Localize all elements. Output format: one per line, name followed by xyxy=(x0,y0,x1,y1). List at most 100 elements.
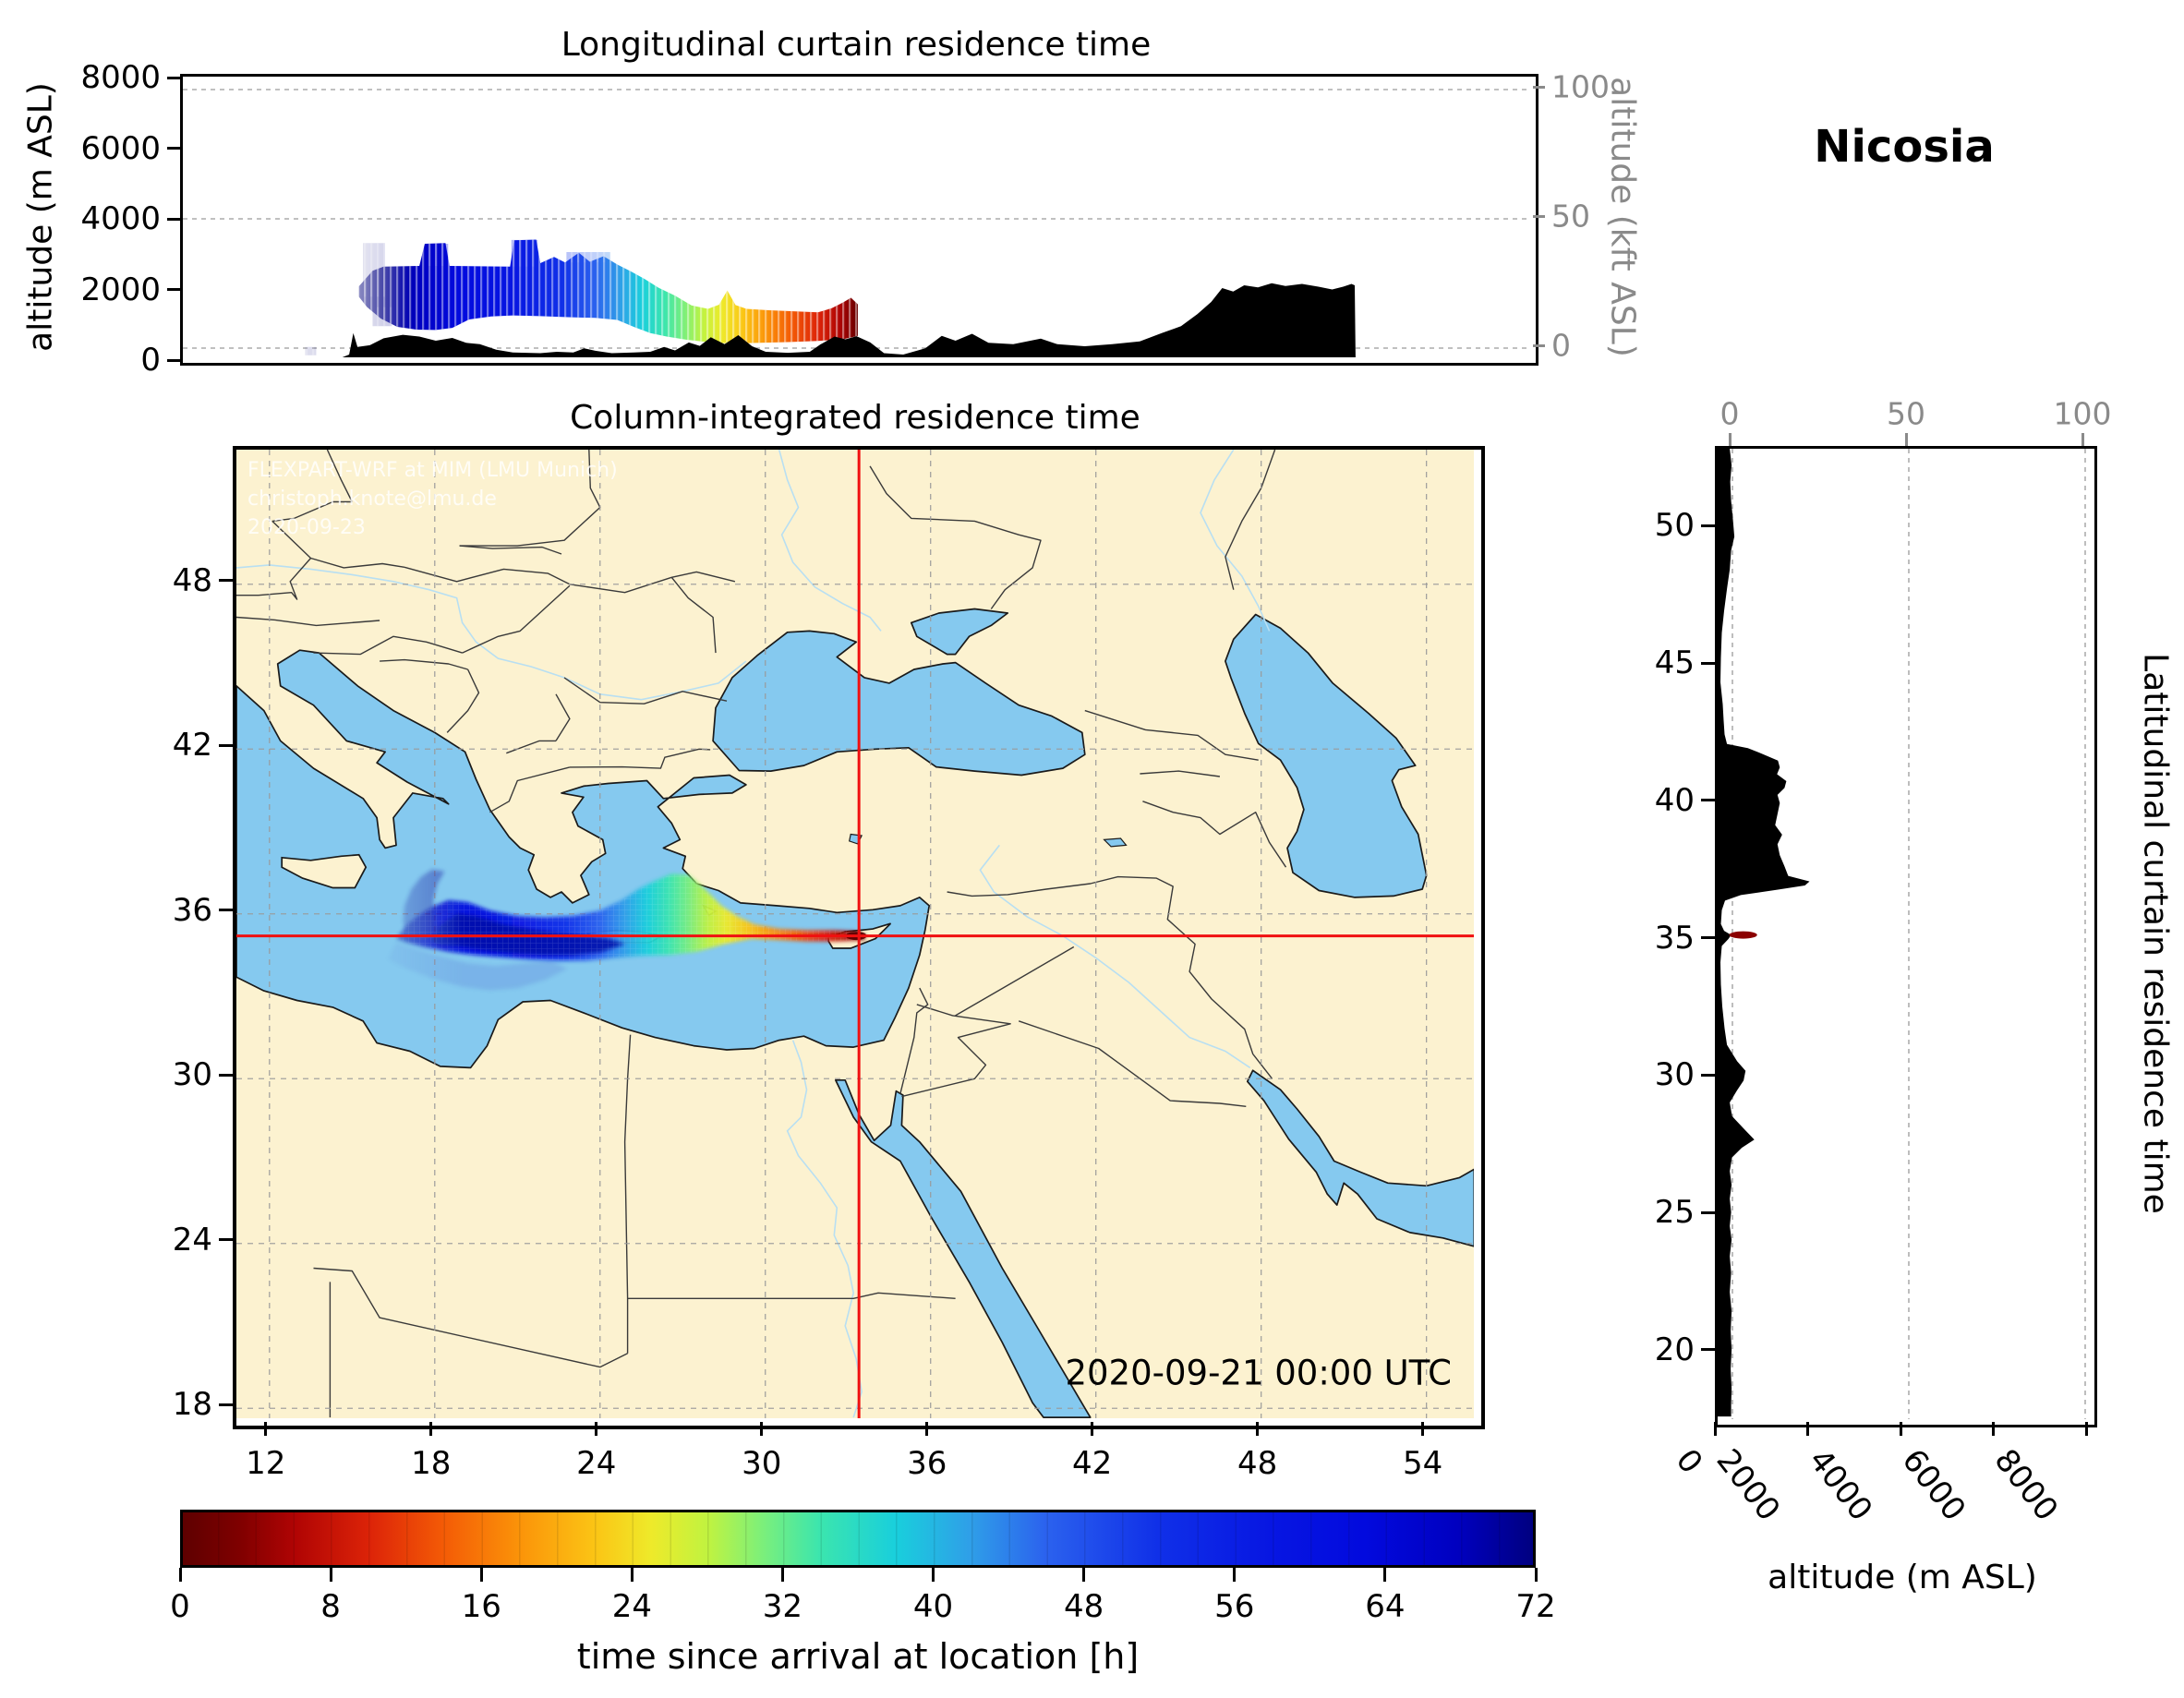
watermark-line-3: 2020-09-23 xyxy=(247,516,366,539)
lat-kft-tick-mark xyxy=(2081,433,2084,446)
colorbar-tick-mark xyxy=(1383,1568,1387,1582)
lat-xtick-label: 8000 xyxy=(1986,1442,2066,1528)
lat-xtick-mark xyxy=(1899,1422,1902,1436)
latitudinal-curtain-canvas xyxy=(1718,449,2086,1419)
long-ytick-mark xyxy=(167,147,180,151)
colorbar-tick-label: 40 xyxy=(912,1588,954,1625)
latitudinal-curtain-plot xyxy=(1715,446,2097,1427)
colorbar xyxy=(180,1510,1536,1568)
map-xtick-label: 18 xyxy=(411,1445,452,1482)
lat-kft-tick-label: 100 xyxy=(2053,395,2112,432)
long-ytick-mark xyxy=(167,217,180,221)
map-xtick-label: 48 xyxy=(1237,1445,1278,1482)
lat-ytick-label: 50 xyxy=(1654,507,1695,545)
latitudinal-xlabel: altitude (m ASL) xyxy=(1768,1559,2037,1596)
map-canvas xyxy=(236,450,1474,1418)
longitudinal-curtain-title: Longitudinal curtain residence time xyxy=(561,26,1152,64)
colorbar-tick-mark xyxy=(932,1568,935,1582)
map-xtick-label: 36 xyxy=(907,1445,947,1482)
lat-ytick-mark xyxy=(1701,936,1715,940)
map-ytick-mark xyxy=(219,909,233,912)
colorbar-tick-label: 8 xyxy=(320,1588,341,1625)
map-ytick-label: 30 xyxy=(172,1056,212,1094)
watermark: FLEXPART-WRF at MIM (LMU Munich) christo… xyxy=(247,456,618,542)
colorbar-tick-label: 64 xyxy=(1365,1588,1406,1625)
lat-ytick-mark xyxy=(1701,1210,1715,1214)
lat-ytick-mark xyxy=(1701,799,1715,802)
map-title: Column-integrated residence time xyxy=(570,399,1140,437)
map-ytick-mark xyxy=(219,1073,233,1077)
lat-ytick-label: 25 xyxy=(1654,1194,1695,1232)
lat-ytick-mark xyxy=(1701,661,1715,665)
colorbar-tick-label: 48 xyxy=(1064,1588,1104,1625)
map-xtick-label: 30 xyxy=(742,1445,782,1482)
long-ytick-label: 6000 xyxy=(80,129,161,167)
map-ytick-label: 42 xyxy=(172,727,212,765)
colorbar-tick-mark xyxy=(630,1568,633,1582)
map-xtick-mark xyxy=(1421,1422,1425,1436)
long-kft-tick-mark xyxy=(1533,85,1545,89)
lat-xtick-label: 6000 xyxy=(1893,1442,1973,1528)
long-kft-tick-label: 100 xyxy=(1551,68,1610,105)
lat-kft-tick-label: 50 xyxy=(1887,395,1925,432)
long-ytick-mark xyxy=(167,288,180,292)
long-ytick-label: 0 xyxy=(140,342,161,379)
watermark-line-1: FLEXPART-WRF at MIM (LMU Munich) xyxy=(247,459,618,482)
long-ytick-label: 4000 xyxy=(80,200,161,238)
map-plot xyxy=(233,446,1485,1429)
long-ytick-label: 8000 xyxy=(80,59,161,97)
longitudinal-curtain-canvas xyxy=(183,89,1530,357)
long-kft-tick-label: 50 xyxy=(1551,198,1590,235)
map-ytick-mark xyxy=(219,743,233,747)
lat-ytick-mark xyxy=(1701,1348,1715,1352)
colorbar-tick-mark xyxy=(1082,1568,1086,1582)
lat-xtick-mark xyxy=(1992,1422,1995,1436)
colorbar-tick-label: 0 xyxy=(170,1588,190,1625)
map-ytick-mark xyxy=(219,579,233,583)
lat-ytick-label: 40 xyxy=(1654,781,1695,819)
map-ytick-mark xyxy=(219,1403,233,1406)
lat-ytick-label: 20 xyxy=(1654,1331,1695,1368)
lat-ytick-label: 30 xyxy=(1654,1056,1695,1094)
colorbar-tick-mark xyxy=(1534,1568,1538,1582)
long-kft-tick-label: 0 xyxy=(1551,327,1571,364)
map-xtick-label: 12 xyxy=(246,1445,286,1482)
colorbar-tick-label: 56 xyxy=(1214,1588,1255,1625)
map-xtick-mark xyxy=(595,1422,598,1436)
colorbar-tick-mark xyxy=(329,1568,332,1582)
lat-kft-tick-mark xyxy=(1904,433,1908,446)
long-kft-tick-mark xyxy=(1533,214,1545,218)
map-ytick-label: 18 xyxy=(172,1386,212,1424)
colorbar-tick-mark xyxy=(1233,1568,1237,1582)
lat-kft-tick-label: 0 xyxy=(1719,395,1740,432)
longitudinal-ylabel-right-kft: altitude (kft ASL) xyxy=(1603,77,1642,357)
longitudinal-curtain-plot xyxy=(180,74,1538,366)
long-ytick-mark xyxy=(167,76,180,79)
lat-ytick-mark xyxy=(1701,1073,1715,1077)
lat-xtick-mark xyxy=(2084,1422,2088,1436)
colorbar-tick-mark xyxy=(178,1568,182,1582)
map-xtick-label: 54 xyxy=(1403,1445,1443,1482)
long-ytick-label: 2000 xyxy=(80,271,161,308)
lat-kft-tick-mark xyxy=(1728,433,1732,446)
colorbar-label: time since arrival at location [h] xyxy=(576,1636,1140,1677)
map-xtick-mark xyxy=(925,1422,929,1436)
map-xtick-label: 42 xyxy=(1072,1445,1113,1482)
lat-xtick-mark xyxy=(1806,1422,1809,1436)
map-xtick-mark xyxy=(429,1422,433,1436)
colorbar-tick-label: 16 xyxy=(461,1588,501,1625)
colorbar-tick-mark xyxy=(479,1568,483,1582)
map-xtick-mark xyxy=(1256,1422,1260,1436)
map-ytick-label: 36 xyxy=(172,891,212,929)
lat-ytick-label: 35 xyxy=(1654,919,1695,957)
lat-xtick-mark xyxy=(1713,1422,1717,1436)
map-datetime-label: 2020-09-21 00:00 UTC xyxy=(1065,1353,1452,1393)
colorbar-steps-overlay xyxy=(180,1510,1536,1568)
longitudinal-ylabel-left: altitude (m ASL) xyxy=(21,82,60,352)
lat-ytick-mark xyxy=(1701,524,1715,527)
long-kft-tick-mark xyxy=(1533,343,1545,347)
map-ytick-mark xyxy=(219,1238,233,1242)
map-xtick-label: 24 xyxy=(576,1445,617,1482)
lat-xtick-label: 4000 xyxy=(1801,1442,1880,1528)
lat-ytick-label: 45 xyxy=(1654,644,1695,682)
